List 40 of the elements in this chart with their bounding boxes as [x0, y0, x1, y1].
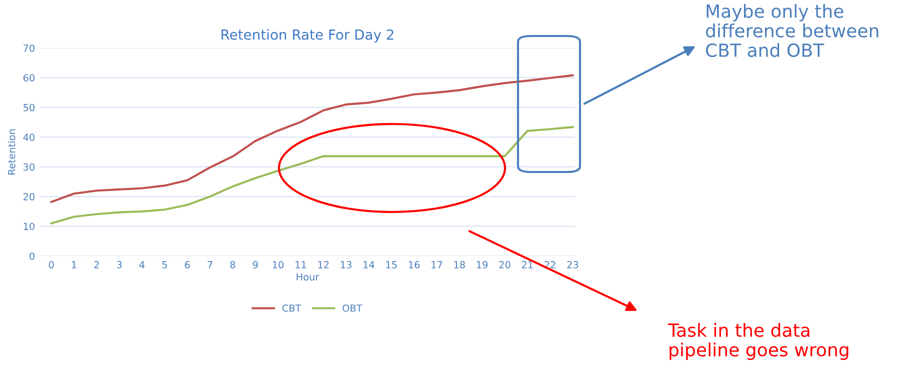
x-tick-label: 15 [386, 261, 397, 268]
x-tick-label: 23 [567, 261, 578, 268]
x-tick-label: 6 [184, 261, 190, 268]
x-tick-label: 8 [230, 261, 236, 268]
x-tick-label: 16 [408, 261, 420, 268]
x-tick-label: 2 [94, 261, 99, 268]
line-series [50, 126, 574, 224]
x-tick-label: 20 [499, 261, 510, 268]
chart-title: Retention Rate For Day 2 [222, 29, 394, 43]
x-tick-label: 9 [252, 261, 258, 268]
x-tick-label: 1 [72, 261, 76, 268]
legend-label: CBT [282, 304, 302, 312]
x-tick-label: 4 [139, 261, 145, 268]
y-tick-label: 50 [24, 104, 34, 112]
text: Maybe only the difference between CBT and OBT [706, 4, 878, 58]
y-tick-label: 10 [24, 222, 34, 230]
legend-label: OBT [342, 304, 362, 312]
x-tick-label: 21 [522, 261, 533, 268]
y-tick-label: 0 [30, 252, 34, 260]
x-tick-label: 14 [364, 261, 374, 268]
y-tick-label: 30 [24, 163, 34, 171]
x-tick-label: 13 [340, 261, 352, 268]
y-axis-title: Retention [8, 129, 16, 174]
text: Task in the data pipeline goes wrong [668, 323, 848, 360]
x-tick-label: 19 [476, 261, 488, 268]
y-tick-label: 70 [24, 44, 34, 52]
x-axis-title: Hour [296, 273, 320, 281]
x-tick-label: 18 [454, 261, 465, 268]
y-tick-label: 20 [23, 193, 34, 200]
x-tick-label: 7 [208, 261, 212, 268]
x-tick-label: 0 [48, 261, 54, 268]
y-tick-label: 60 [23, 74, 34, 82]
x-tick-label: 3 [116, 261, 122, 268]
y-tick-label: 40 [23, 134, 34, 141]
x-tick-label: 5 [162, 261, 167, 268]
x-tick-label: 10 [272, 261, 284, 268]
x-tick-label: 17 [432, 261, 442, 268]
x-tick-label: 11 [296, 261, 306, 268]
line-series [50, 74, 574, 203]
x-tick-label: 12 [318, 261, 329, 268]
